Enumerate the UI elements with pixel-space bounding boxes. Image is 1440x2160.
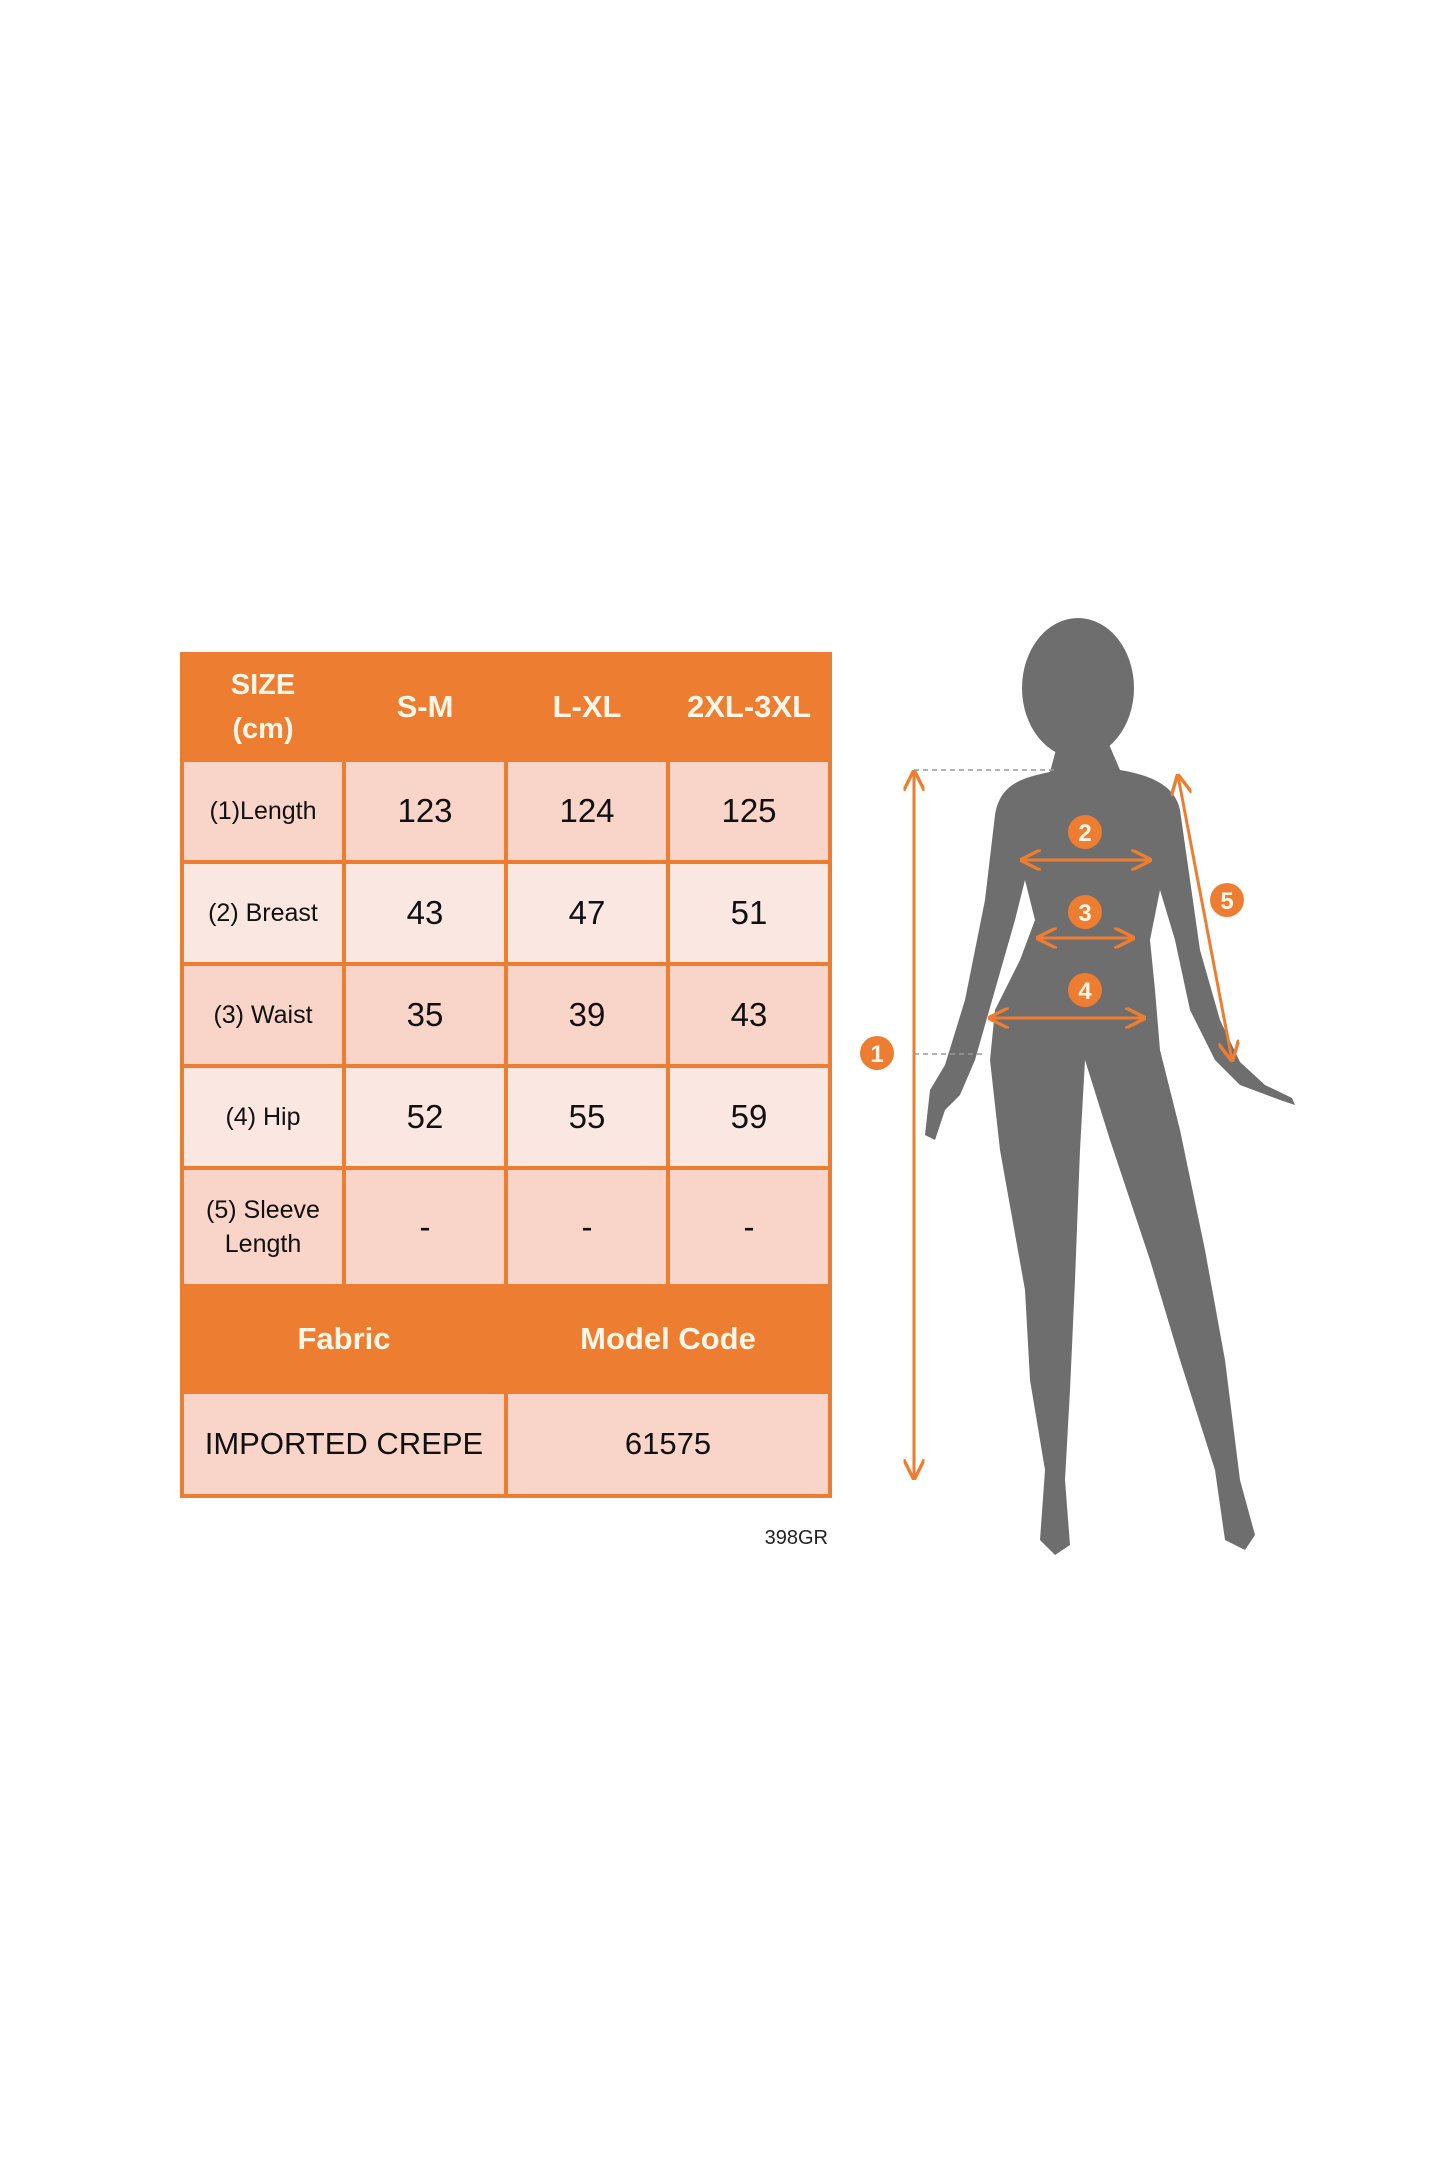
marker-5-badge: 5 — [1210, 883, 1244, 917]
cell-value: - — [504, 1166, 670, 1288]
cell-value: 51 — [666, 860, 832, 966]
size-chart-table: SIZE (cm) S-M L-XL 2XL-3XL (1)Length 123 … — [180, 652, 832, 1498]
row-label: (2) Breast — [180, 860, 346, 966]
size-header-row: SIZE (cm) S-M L-XL 2XL-3XL — [180, 652, 832, 762]
model-code-header: Model Code — [504, 1284, 832, 1394]
marker-label: 3 — [1078, 900, 1091, 927]
marker-2-badge: 2 — [1068, 815, 1102, 849]
cell-value: 43 — [666, 962, 832, 1068]
table-row-waist: (3) Waist 35 39 43 — [180, 962, 832, 1068]
marker-label: 2 — [1078, 820, 1091, 847]
marker-label: 1 — [870, 1041, 883, 1068]
cell-value: 55 — [504, 1064, 670, 1170]
cell-value: 125 — [666, 758, 832, 864]
row-label-line: Length — [224, 1230, 302, 1258]
table-row-breast: (2) Breast 43 47 51 — [180, 860, 832, 966]
footer-value-row: IMPORTED CREPE 61575 — [180, 1390, 832, 1498]
footer-header-row: Fabric Model Code — [180, 1284, 832, 1394]
size-2xl3xl-header: 2XL-3XL — [666, 652, 832, 762]
size-lxl-header: L-XL — [504, 652, 670, 762]
marker-3-badge: 3 — [1068, 895, 1102, 929]
marker-label: 5 — [1220, 888, 1233, 915]
row-label: (1)Length — [180, 758, 346, 864]
row-label: (3) Waist — [180, 962, 346, 1068]
product-code-note: 398GR — [764, 1527, 828, 1549]
silhouette-icon — [925, 618, 1295, 1555]
model-code-value: 61575 — [504, 1390, 832, 1498]
unit-label: (cm) — [232, 713, 294, 745]
size-header-cell: SIZE (cm) — [180, 652, 346, 762]
marker-label: 4 — [1078, 978, 1092, 1005]
fabric-value: IMPORTED CREPE — [180, 1390, 508, 1498]
cell-value: 59 — [666, 1064, 832, 1170]
size-sm-header: S-M — [342, 652, 508, 762]
row-label-line: (5) Sleeve — [206, 1196, 320, 1224]
marker-4-badge: 4 — [1068, 973, 1102, 1007]
fabric-header: Fabric — [180, 1284, 508, 1394]
cell-value: 123 — [342, 758, 508, 864]
cell-value: 43 — [342, 860, 508, 966]
cell-value: 35 — [342, 962, 508, 1068]
row-label: (5) Sleeve Length — [180, 1166, 346, 1288]
sleeve-arrow — [1178, 776, 1232, 1060]
cell-value: 47 — [504, 860, 670, 966]
cell-value: - — [666, 1166, 832, 1288]
cell-value: 39 — [504, 962, 670, 1068]
size-label: SIZE — [230, 669, 296, 701]
cell-value: 52 — [342, 1064, 508, 1170]
cell-value: - — [342, 1166, 508, 1288]
cell-value: 124 — [504, 758, 670, 864]
marker-1-badge: 1 — [860, 1036, 894, 1070]
table-row-hip: (4) Hip 52 55 59 — [180, 1064, 832, 1170]
table-row-length: (1)Length 123 124 125 — [180, 758, 832, 864]
row-label: (4) Hip — [180, 1064, 346, 1170]
table-row-sleeve: (5) Sleeve Length - - - — [180, 1166, 832, 1288]
